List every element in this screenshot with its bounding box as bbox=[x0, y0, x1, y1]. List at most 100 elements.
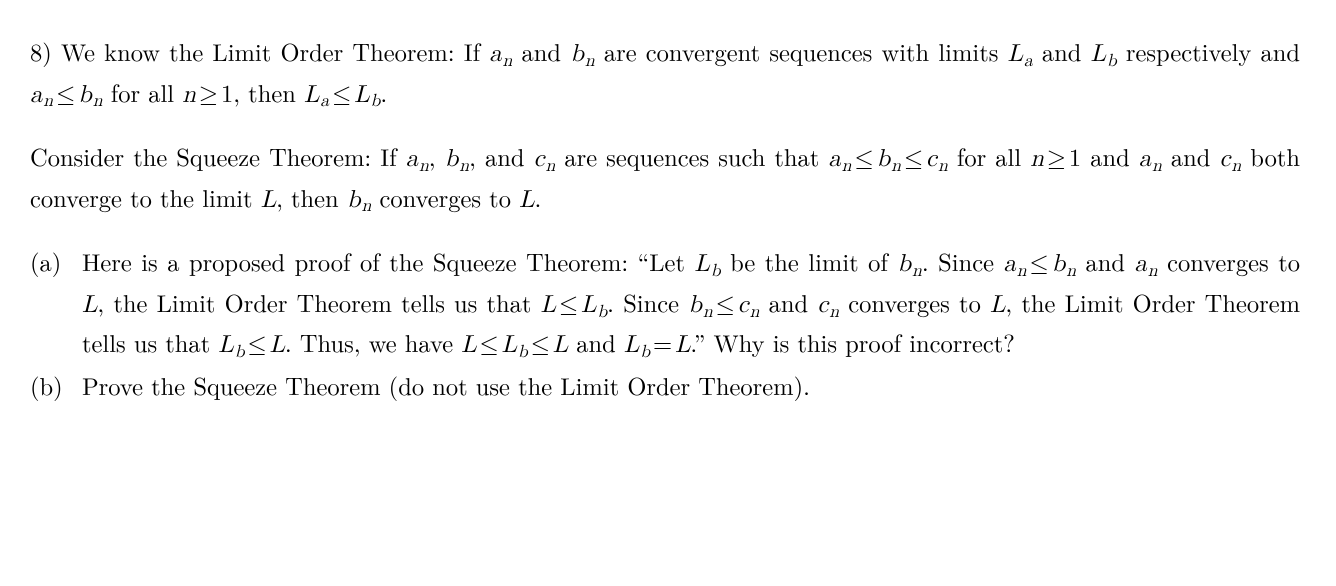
math-L: L bbox=[990, 292, 1005, 317]
op-le: ≤ bbox=[528, 332, 553, 357]
math-b-n: bn bbox=[445, 146, 469, 171]
math-a-n: an bbox=[1135, 251, 1158, 276]
sub-b: b bbox=[596, 304, 607, 321]
text: , then bbox=[276, 180, 347, 215]
op-ge: ≥ bbox=[196, 82, 221, 107]
var-L: L bbox=[581, 292, 596, 317]
sub-b: b bbox=[370, 93, 381, 110]
math-c-n: cn bbox=[1220, 146, 1242, 171]
sub-a: a bbox=[319, 93, 329, 110]
text: converges to bbox=[839, 285, 990, 320]
document-page: 8) We know the Limit Order Theorem: If a… bbox=[0, 0, 1336, 423]
math-a-le-b-le-c: an≤bn≤cn bbox=[828, 146, 947, 171]
sub-n: n bbox=[360, 198, 371, 215]
sub-n: n bbox=[749, 304, 760, 321]
text: and bbox=[759, 285, 817, 320]
var-b: b bbox=[570, 41, 584, 66]
part-b: (b) Prove the Squeeze Theorem (do not us… bbox=[30, 368, 1300, 404]
var-n: n bbox=[1030, 146, 1044, 171]
subparts-list: (a) Here is a proposed proof of the Sque… bbox=[30, 244, 1300, 403]
part-b-marker: (b) bbox=[30, 368, 82, 404]
num-1: 1 bbox=[1069, 146, 1081, 171]
text: and bbox=[512, 34, 570, 69]
text: and bbox=[1081, 139, 1139, 174]
var-b: b bbox=[897, 251, 911, 276]
text: . bbox=[380, 75, 387, 110]
var-c: c bbox=[738, 292, 749, 317]
text: , and bbox=[469, 139, 533, 174]
sub-n: n bbox=[1147, 263, 1158, 280]
text: , bbox=[429, 139, 445, 174]
math-b-le-c: bn≤cn bbox=[688, 292, 759, 317]
part-a-marker: (a) bbox=[30, 244, 82, 280]
var-b: b bbox=[688, 292, 702, 317]
var-b: b bbox=[347, 187, 361, 212]
text: . Since bbox=[607, 285, 688, 320]
part-a-body: Here is a proposed proof of the Squeeze … bbox=[82, 244, 1300, 366]
math-b-n: bn bbox=[347, 187, 371, 212]
sub-n: n bbox=[544, 158, 555, 175]
sub-n: n bbox=[584, 53, 595, 70]
math-L-b: Lb bbox=[1091, 41, 1117, 66]
var-a: a bbox=[1135, 251, 1147, 276]
var-L: L bbox=[553, 332, 568, 357]
var-L: L bbox=[694, 251, 709, 276]
math-L-le-Lb: L≤Lb bbox=[541, 292, 608, 317]
text: converges to bbox=[1158, 244, 1300, 279]
text: converges to bbox=[371, 180, 519, 215]
sub-n: n bbox=[418, 158, 429, 175]
math-a-n: an bbox=[406, 146, 429, 171]
text: and bbox=[1076, 244, 1135, 279]
var-L: L bbox=[1091, 41, 1106, 66]
math-n-ge-1: n≥1 bbox=[182, 82, 233, 107]
sub-n: n bbox=[458, 158, 469, 175]
text: Prove the Squeeze Theorem (do not use th… bbox=[82, 368, 810, 403]
text: be the limit of bbox=[721, 244, 898, 279]
sub-n: n bbox=[702, 304, 713, 321]
op-ge: ≥ bbox=[1044, 146, 1069, 171]
problem-number: 8) bbox=[30, 34, 52, 69]
var-b: b bbox=[1052, 251, 1066, 276]
op-le: ≤ bbox=[556, 292, 581, 317]
text: respectively and bbox=[1117, 34, 1300, 69]
sub-n: n bbox=[841, 158, 852, 175]
text: , the Limit Order Theorem tells us that bbox=[97, 285, 540, 320]
text: are convergent sequences with limits bbox=[595, 34, 1008, 69]
var-L: L bbox=[218, 332, 233, 357]
var-c: c bbox=[1220, 146, 1231, 171]
sub-b: b bbox=[1106, 53, 1117, 70]
op-eq: = bbox=[650, 332, 675, 357]
sub-n: n bbox=[42, 93, 53, 110]
math-L: L bbox=[261, 187, 276, 212]
math-c-n: cn bbox=[817, 292, 839, 317]
var-L: L bbox=[675, 332, 690, 357]
math-n-ge-1: n≥1 bbox=[1030, 146, 1081, 171]
part-b-body: Prove the Squeeze Theorem (do not use th… bbox=[82, 368, 1300, 404]
text: Consider the Squeeze Theorem: If bbox=[30, 139, 406, 174]
math-Lb-le-L: Lb≤L bbox=[218, 332, 285, 357]
sub-n: n bbox=[1016, 263, 1027, 280]
var-a: a bbox=[1139, 146, 1151, 171]
math-a-le-b: an≤bn bbox=[1003, 251, 1076, 276]
text: and bbox=[1162, 139, 1220, 174]
var-a: a bbox=[489, 41, 501, 66]
num-1: 1 bbox=[221, 82, 233, 107]
text: Here is a proposed proof of the Squeeze … bbox=[82, 244, 694, 279]
var-c: c bbox=[817, 292, 828, 317]
sub-n: n bbox=[937, 158, 948, 175]
math-a-n: an bbox=[1139, 146, 1162, 171]
var-a: a bbox=[30, 82, 42, 107]
op-le: ≤ bbox=[245, 332, 270, 357]
op-le: ≤ bbox=[477, 332, 502, 357]
var-b: b bbox=[78, 82, 92, 107]
sub-n: n bbox=[1065, 263, 1076, 280]
var-L: L bbox=[354, 82, 369, 107]
op-le: ≤ bbox=[53, 82, 78, 107]
sub-b: b bbox=[234, 344, 245, 361]
op-le: ≤ bbox=[329, 82, 354, 107]
part-a: (a) Here is a proposed proof of the Sque… bbox=[30, 244, 1300, 366]
text: for all bbox=[948, 139, 1030, 174]
sub-b: b bbox=[710, 263, 721, 280]
sub-n: n bbox=[1230, 158, 1241, 175]
var-n: n bbox=[182, 82, 196, 107]
